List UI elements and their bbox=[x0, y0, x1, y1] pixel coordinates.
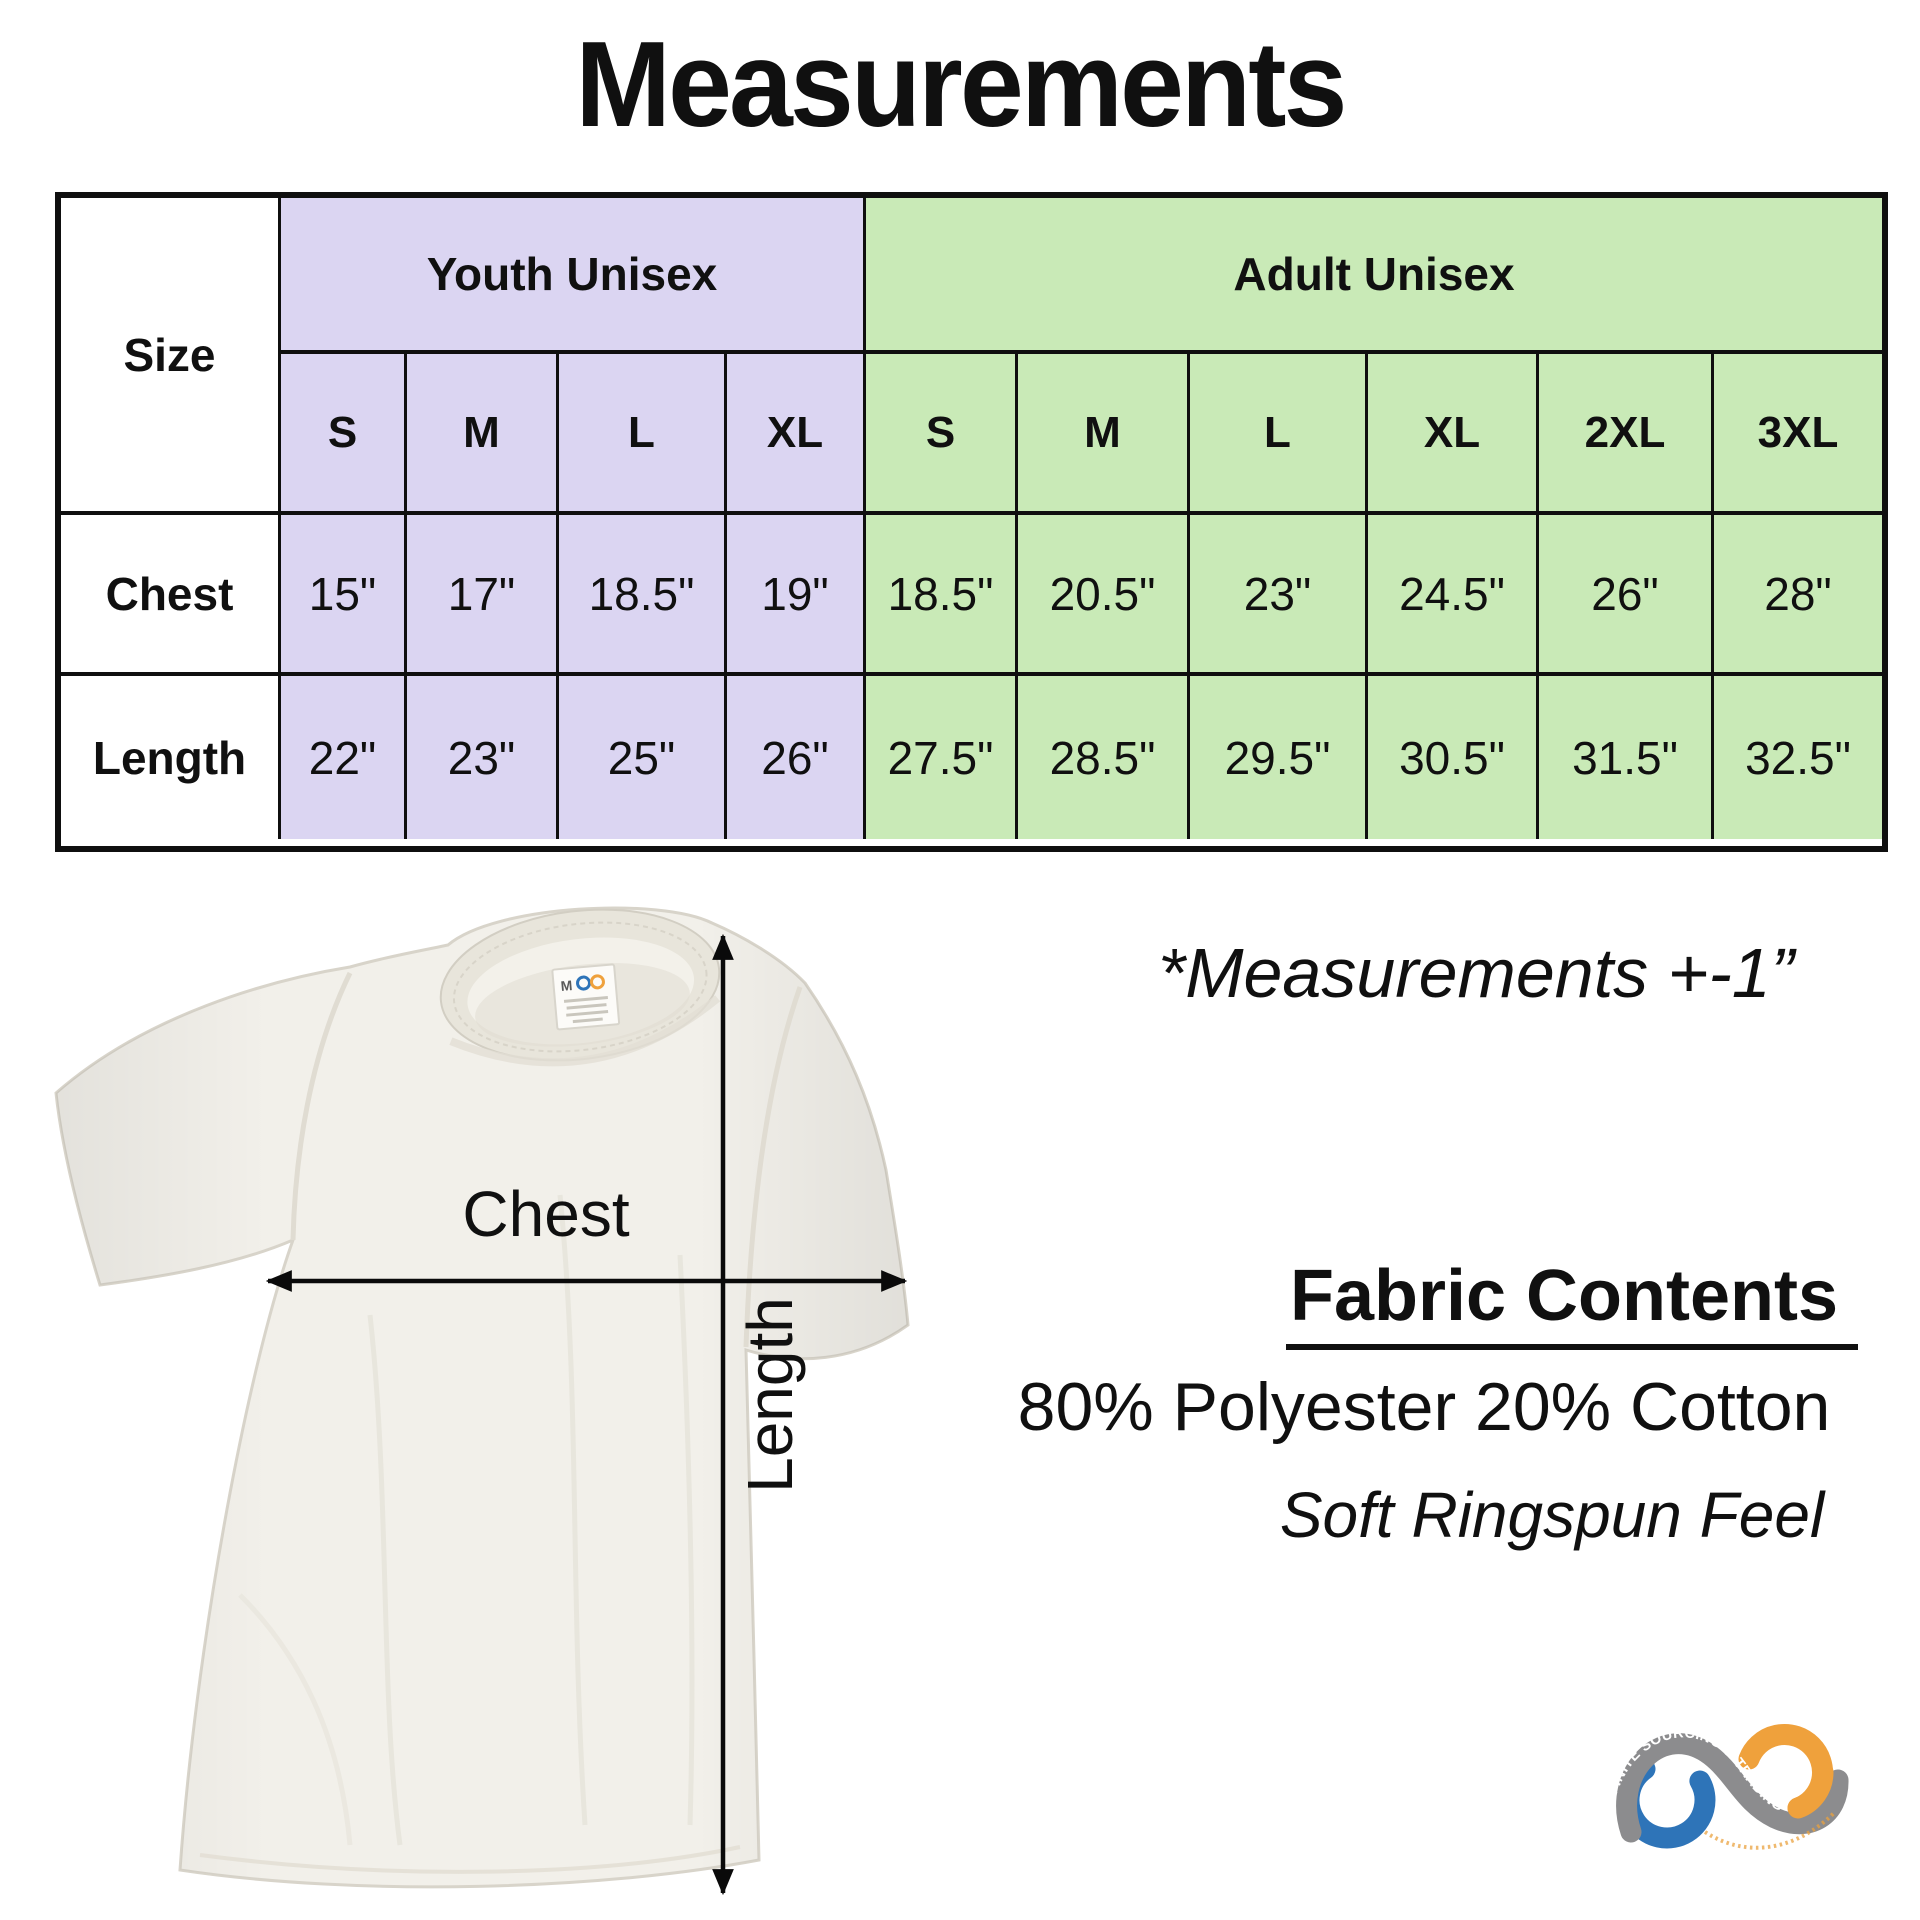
length-youth-m: 23" bbox=[407, 676, 559, 839]
tag-size-letter: M bbox=[560, 977, 573, 994]
logo-gray-ribbon-icon bbox=[1616, 1733, 1849, 1843]
logo-tagline-arc bbox=[1703, 1810, 1837, 1850]
col-header-adult-2xl: 2XL bbox=[1539, 354, 1714, 515]
fabric-contents-heading: Fabric Contents bbox=[1172, 1255, 1920, 1350]
chest-youth-s: 15" bbox=[281, 515, 407, 676]
group-header-adult-unisex: Adult Unisex bbox=[866, 198, 1882, 354]
chest-adult-3xl: 28" bbox=[1714, 515, 1882, 676]
tag-logo-orange-loop-icon bbox=[589, 974, 605, 990]
tolerance-note: *Measurements +-1” bbox=[1157, 934, 1795, 1012]
col-header-adult-s: S bbox=[866, 354, 1018, 515]
col-header-adult-xl: XL bbox=[1368, 354, 1539, 515]
fabric-composition: 80% Polyester 20% Cotton bbox=[1017, 1369, 1831, 1445]
col-header-youth-m: M bbox=[407, 354, 559, 515]
length-youth-s: 22" bbox=[281, 676, 407, 839]
col-header-youth-xl: XL bbox=[727, 354, 866, 515]
size-chart-table: Size Youth Unisex Adult Unisex S M L XL … bbox=[55, 192, 1888, 852]
chest-youth-xl: 19" bbox=[727, 515, 866, 676]
chest-adult-xl: 24.5" bbox=[1368, 515, 1539, 676]
length-youth-xl: 26" bbox=[727, 676, 866, 839]
chest-adult-2xl: 26" bbox=[1539, 515, 1714, 676]
group-header-youth-unisex: Youth Unisex bbox=[281, 198, 866, 354]
row-header-length: Length bbox=[61, 676, 281, 839]
col-header-adult-3xl: 3XL bbox=[1714, 354, 1882, 515]
chest-adult-s: 18.5" bbox=[866, 515, 1018, 676]
col-header-adult-l: L bbox=[1190, 354, 1368, 515]
tshirt-photo: M bbox=[54, 906, 910, 1889]
col-header-youth-s: S bbox=[281, 354, 407, 515]
length-adult-s: 27.5" bbox=[866, 676, 1018, 839]
length-adult-2xl: 31.5" bbox=[1539, 676, 1714, 839]
length-dimension-label: Length bbox=[734, 1297, 806, 1493]
chest-dimension-label: Chest bbox=[462, 1178, 630, 1250]
col-header-adult-m: M bbox=[1018, 354, 1190, 515]
length-adult-3xl: 32.5" bbox=[1714, 676, 1882, 839]
fabric-feel: Soft Ringspun Feel bbox=[1279, 1479, 1825, 1551]
chest-youth-m: 17" bbox=[407, 515, 559, 676]
length-adult-xl: 30.5" bbox=[1368, 676, 1539, 839]
brand-logo: INFINITE SOURCING & TRADING bbox=[1601, 1723, 1849, 1850]
chest-adult-m: 20.5" bbox=[1018, 515, 1190, 676]
length-adult-m: 28.5" bbox=[1018, 676, 1190, 839]
chest-adult-l: 23" bbox=[1190, 515, 1368, 676]
tshirt-silhouette bbox=[54, 906, 910, 1889]
row-header-chest: Chest bbox=[61, 515, 281, 676]
collar-tag: M bbox=[551, 963, 621, 1031]
page-title: Measurements bbox=[575, 16, 1347, 152]
length-adult-l: 29.5" bbox=[1190, 676, 1368, 839]
col-header-youth-l: L bbox=[559, 354, 727, 515]
chest-youth-l: 18.5" bbox=[559, 515, 727, 676]
length-youth-l: 25" bbox=[559, 676, 727, 839]
table-corner-size-header: Size bbox=[61, 198, 281, 515]
tag-logo-blue-loop-icon bbox=[576, 975, 592, 991]
